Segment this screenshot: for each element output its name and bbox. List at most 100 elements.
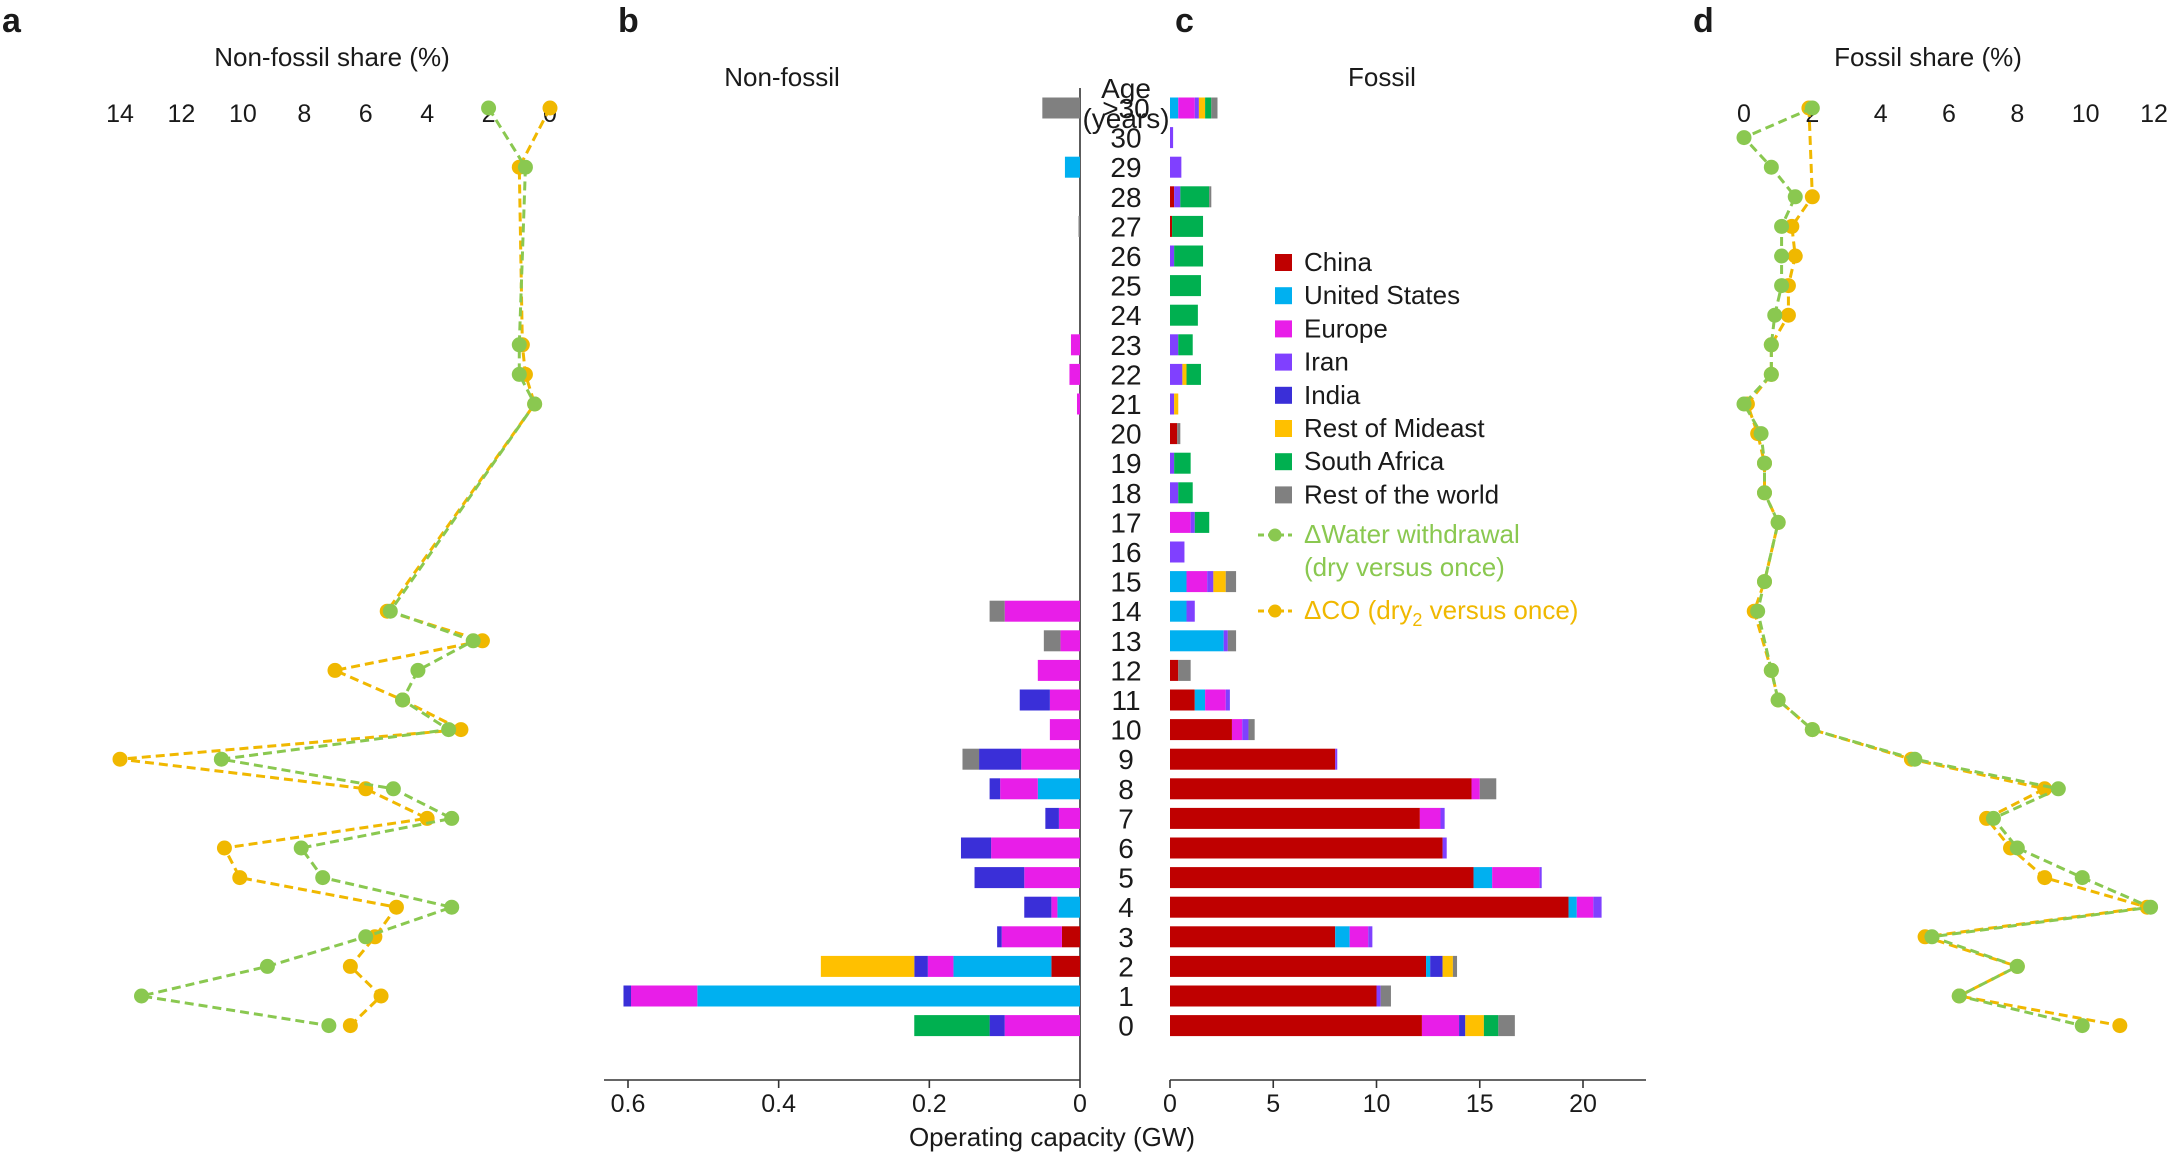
age-label: 7 (1118, 803, 1134, 834)
bar-b-india (997, 926, 1002, 948)
point-d-co2 (2037, 870, 2053, 886)
bar-b-europe (1004, 600, 1080, 622)
point-a-water (259, 958, 275, 974)
bar-b-united-states (1057, 896, 1080, 918)
bar-b-europe (1070, 334, 1080, 356)
point-d-water (2009, 840, 2025, 856)
point-a-co2 (388, 899, 404, 915)
point-d-water (1750, 603, 1766, 619)
bar-c-china (1170, 955, 1427, 977)
age-label: 19 (1110, 448, 1141, 479)
age-subtitle: (years) (1082, 103, 1169, 134)
bar-c-china (1170, 807, 1420, 829)
bar-c-china (1170, 659, 1179, 681)
point-d-water (1774, 278, 1790, 294)
age-label: 8 (1118, 774, 1134, 805)
bar-b-rest-of-the-world (989, 600, 1005, 622)
point-d-co2 (1804, 189, 1820, 205)
point-d-water (2143, 899, 2159, 915)
point-d-water (1736, 396, 1752, 412)
tick-label-b: 0.4 (761, 1090, 796, 1118)
legend-label-water: ΔWater withdrawal (1304, 519, 1520, 549)
bar-c-europe (1349, 926, 1369, 948)
bar-c-europe (1419, 807, 1441, 829)
bar-c-south-africa (1172, 215, 1204, 237)
bar-c-iran (1170, 541, 1185, 563)
bar-b-rest-of-mideast (820, 955, 915, 977)
bar-c-south-africa (1186, 363, 1201, 385)
tick-label-c: 15 (1466, 1090, 1494, 1118)
bar-c-rest-of-the-world (1178, 659, 1191, 681)
bar-c-rest-of-the-world (1248, 719, 1255, 741)
point-d-water (1757, 455, 1772, 471)
legend-swatch-south-africa (1275, 453, 1292, 471)
age-label: 29 (1110, 152, 1141, 183)
bar-b-rest-of-the-world (1042, 97, 1080, 119)
tick-label-d: 0 (1737, 100, 1751, 128)
point-a-water (481, 100, 497, 116)
age-label: 27 (1110, 211, 1141, 242)
bar-c-iran (1242, 719, 1249, 741)
bar-c-united-states (1170, 571, 1187, 593)
point-a-co2 (216, 840, 232, 856)
legend-swatch-europe (1275, 320, 1292, 338)
bar-b-united-states (1037, 778, 1080, 800)
bar-c-iran (1335, 748, 1338, 770)
legend-label-rest-of-the-world: Rest of the world (1304, 479, 1499, 509)
bar-c-europe (1231, 719, 1243, 741)
bar-b-china (1051, 955, 1080, 977)
bar-c-south-africa (1180, 186, 1210, 208)
bar-c-iran (1170, 127, 1174, 149)
point-a-water (444, 899, 460, 915)
bar-b-rest-of-the-world (962, 748, 980, 770)
point-d-water (1770, 692, 1786, 708)
panel-b: 0.6 0.4 0.2 0 (611, 97, 1087, 1118)
point-a-water (465, 633, 481, 649)
point-d-water (1907, 751, 1923, 767)
tick-label-c: 20 (1569, 1090, 1597, 1118)
point-d-co2 (2112, 1018, 2128, 1034)
bar-c-rest-of-mideast (1174, 393, 1179, 415)
bar-b-europe (1060, 630, 1080, 652)
point-a-water (213, 751, 229, 767)
legend-label-co2: ΔCO (dry2 versus once) (1304, 595, 1578, 630)
point-a-water (134, 988, 149, 1004)
panel-a-title: Non-fossil share (%) (214, 42, 450, 72)
point-a-co2 (373, 988, 389, 1004)
point-a-water (410, 662, 426, 678)
bar-b-europe (1051, 896, 1058, 918)
bar-b-india (1019, 689, 1050, 711)
tick-label-a: 10 (229, 100, 257, 128)
bar-c-united-states (1194, 689, 1206, 711)
legend-label-iran: Iran (1304, 347, 1349, 377)
age-label: 10 (1110, 715, 1141, 746)
point-d-water (1804, 100, 1820, 116)
bar-c-iran (1186, 600, 1195, 622)
bar-c-rest-of-the-world (1209, 186, 1212, 208)
legend-swatch-rest-of-the-world (1275, 486, 1292, 504)
bar-c-iran (1194, 97, 1199, 119)
bar-c-china (1170, 778, 1472, 800)
series-line-d-water (1741, 106, 2157, 1028)
age-label: 30 (1110, 123, 1141, 154)
bar-c-china (1170, 423, 1178, 445)
point-d-co2 (1784, 218, 1800, 234)
bar-c-united-states (1335, 926, 1350, 948)
panel-a: 14121086420 (106, 100, 558, 1034)
bar-c-united-states (1473, 867, 1493, 889)
bar-c-china (1170, 896, 1569, 918)
bar-c-rest-of-the-world (1452, 955, 1458, 977)
bar-c-iran (1225, 689, 1230, 711)
bar-c-rest-of-the-world (1498, 1015, 1515, 1037)
bar-b-india (989, 1015, 1005, 1037)
legend-swatch-rest-of-mideast (1275, 420, 1292, 437)
age-label: 21 (1110, 389, 1141, 420)
bar-c-iran (1170, 482, 1179, 504)
bar-b-rest-of-the-world (1043, 630, 1061, 652)
panel-letter-d: d (1693, 2, 1714, 40)
bar-b-europe (991, 837, 1080, 859)
bar-c-south-africa (1194, 511, 1210, 533)
point-a-co2 (542, 100, 558, 116)
bar-c-iran (1170, 393, 1175, 415)
tick-label-a: 6 (359, 100, 373, 128)
